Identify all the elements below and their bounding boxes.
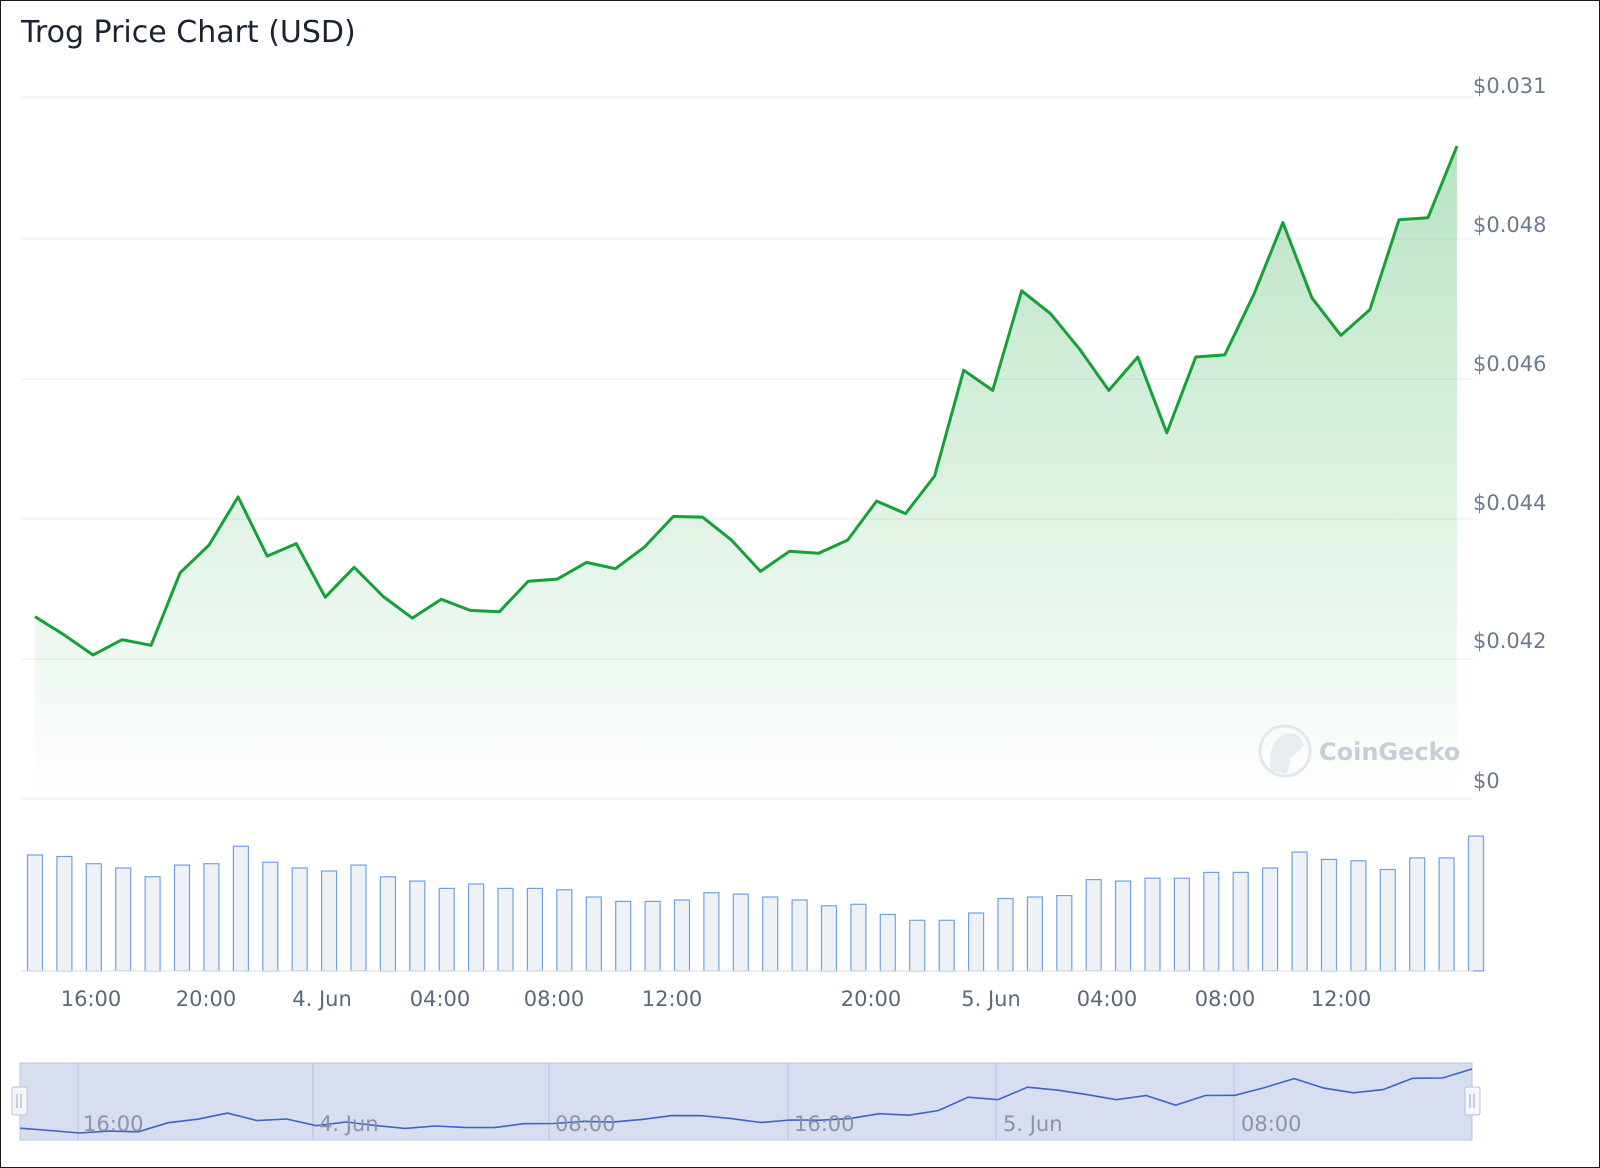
x-tick-label: 4. Jun bbox=[292, 987, 352, 1011]
y-tick-label: $0.044 bbox=[1473, 491, 1546, 515]
x-tick-label: 08:00 bbox=[1195, 987, 1256, 1011]
x-tick-label: 20:00 bbox=[841, 987, 902, 1011]
volume-bar bbox=[880, 915, 895, 972]
x-tick-label: 12:00 bbox=[642, 987, 703, 1011]
volume-bar bbox=[851, 904, 866, 971]
volume-bar bbox=[1439, 858, 1454, 971]
y-axis: $0.031 $0.048 $0.046 $0.044 $0.042 $0 bbox=[1473, 74, 1546, 793]
volume-bar bbox=[1263, 868, 1278, 971]
volume-bar bbox=[733, 894, 748, 971]
navigator-tick-label: 16:00 bbox=[794, 1112, 855, 1136]
volume-bar bbox=[204, 864, 219, 971]
x-tick-label: 12:00 bbox=[1311, 987, 1372, 1011]
volume-bar bbox=[57, 857, 72, 972]
volume-bar bbox=[998, 899, 1013, 972]
navigator-tick-label: 4. Jun bbox=[319, 1112, 379, 1136]
volume-bar bbox=[233, 846, 248, 971]
volume-bar bbox=[527, 888, 542, 971]
volume-bar bbox=[145, 877, 160, 971]
volume-bar bbox=[116, 868, 131, 971]
volume-bar bbox=[1233, 872, 1248, 971]
volume-bar bbox=[1145, 878, 1160, 971]
x-tick-label: 16:00 bbox=[61, 987, 122, 1011]
volume-bar bbox=[28, 855, 43, 971]
volume-bar bbox=[1204, 872, 1219, 971]
volume-bar bbox=[410, 881, 425, 971]
x-tick-label: 5. Jun bbox=[961, 987, 1021, 1011]
volume-bar bbox=[1410, 858, 1425, 971]
navigator-tick-label: 08:00 bbox=[1241, 1112, 1302, 1136]
volume-bar bbox=[1351, 861, 1366, 971]
navigator-tick-label: 16:00 bbox=[83, 1112, 144, 1136]
x-tick-label: 04:00 bbox=[410, 987, 471, 1011]
volume-bar bbox=[645, 901, 660, 971]
volume-bar bbox=[380, 877, 395, 971]
volume-bar bbox=[439, 888, 454, 971]
volume-bar bbox=[1057, 896, 1072, 971]
volume-bars bbox=[28, 836, 1484, 971]
volume-bar bbox=[763, 897, 778, 971]
volume-bar bbox=[704, 893, 719, 971]
y-tick-label: $0.031 bbox=[1473, 74, 1546, 98]
volume-bar bbox=[351, 865, 366, 971]
volume-bar bbox=[292, 868, 307, 971]
volume-bar bbox=[910, 920, 925, 971]
volume-bar bbox=[1380, 870, 1395, 972]
navigator-left-handle[interactable] bbox=[12, 1087, 27, 1115]
navigator-tick-label: 08:00 bbox=[555, 1112, 616, 1136]
y-tick-label: $0.048 bbox=[1473, 213, 1546, 237]
volume-bar bbox=[1027, 897, 1042, 971]
volume-bar bbox=[263, 862, 278, 971]
volume-bar bbox=[939, 920, 954, 971]
volume-bar bbox=[586, 897, 601, 971]
volume-bar bbox=[1116, 881, 1131, 971]
volume-bar bbox=[675, 900, 690, 971]
volume-bar bbox=[1292, 852, 1307, 971]
watermark-text: CoinGecko bbox=[1319, 738, 1460, 766]
price-area-fill bbox=[35, 146, 1457, 799]
range-navigator[interactable]: 16:00 4. Jun 08:00 16:00 5. Jun 08:00 bbox=[12, 1063, 1480, 1140]
volume-bar bbox=[86, 864, 101, 971]
volume-bar bbox=[969, 913, 984, 971]
volume-bar bbox=[322, 871, 337, 971]
y-tick-label: $0 bbox=[1473, 769, 1500, 793]
volume-bar bbox=[1174, 878, 1189, 971]
x-tick-label: 04:00 bbox=[1077, 987, 1138, 1011]
volume-bar bbox=[469, 884, 484, 971]
volume-bar bbox=[1469, 836, 1484, 971]
y-tick-label: $0.046 bbox=[1473, 352, 1546, 376]
volume-bar bbox=[557, 890, 572, 971]
volume-bar bbox=[792, 900, 807, 971]
volume-bar bbox=[498, 888, 513, 971]
volume-bar bbox=[175, 865, 190, 971]
volume-bar bbox=[1086, 880, 1101, 971]
y-tick-label: $0.042 bbox=[1473, 629, 1546, 653]
price-area bbox=[35, 146, 1457, 799]
x-tick-label: 20:00 bbox=[176, 987, 237, 1011]
volume-bar bbox=[822, 906, 837, 971]
navigator-tick-label: 5. Jun bbox=[1003, 1112, 1063, 1136]
volume-bar bbox=[616, 901, 631, 971]
navigator-right-handle[interactable] bbox=[1465, 1087, 1480, 1115]
x-tick-label: 08:00 bbox=[524, 987, 585, 1011]
x-axis: 16:00 20:00 4. Jun 04:00 08:00 12:00 20:… bbox=[61, 987, 1372, 1011]
volume-bar bbox=[1322, 859, 1337, 971]
